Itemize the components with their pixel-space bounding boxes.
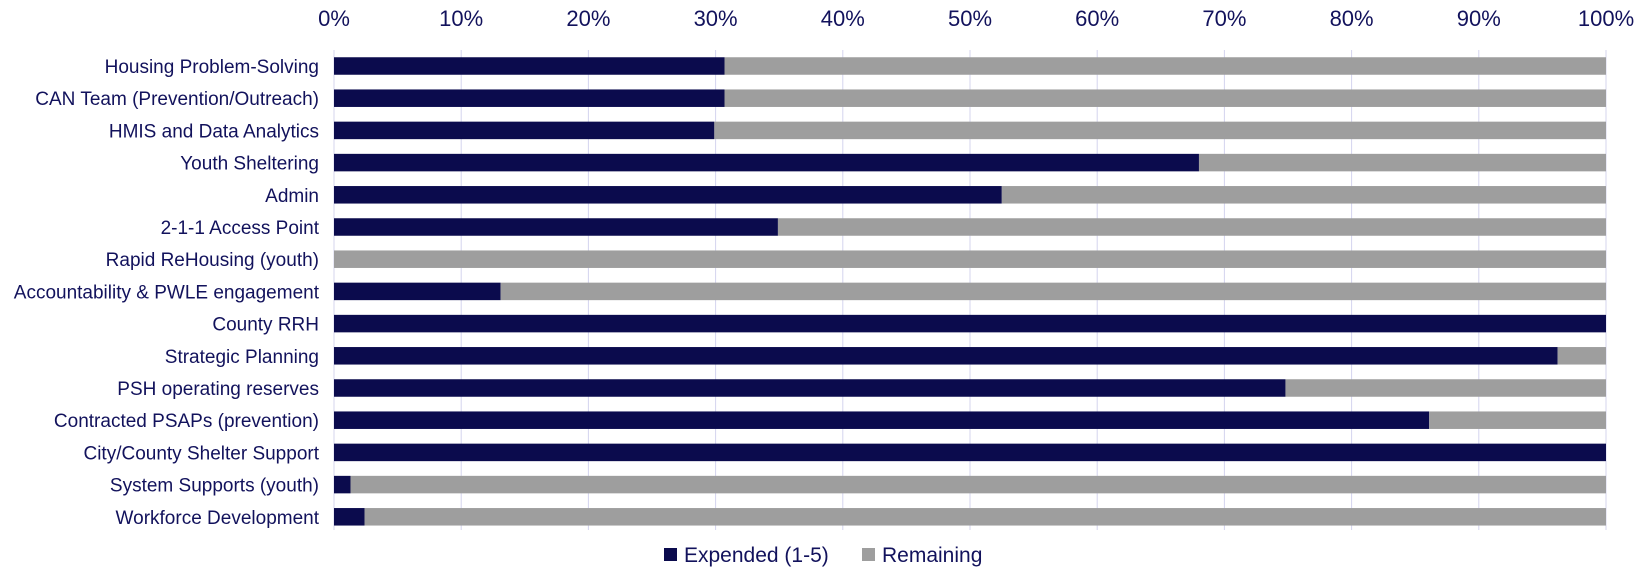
x-tick-label: 70% xyxy=(1202,6,1246,31)
x-tick-label: 30% xyxy=(694,6,738,31)
category-label: Accountability & PWLE engagement xyxy=(14,282,320,303)
category-label: HMIS and Data Analytics xyxy=(109,121,319,142)
category-labels: Housing Problem-Solving CAN Team (Prevent… xyxy=(14,57,320,529)
x-tick-label: 100% xyxy=(1578,6,1634,31)
legend-label: Remaining xyxy=(882,544,982,567)
category-label: City/County Shelter Support xyxy=(83,443,319,464)
x-tick-label: 60% xyxy=(1075,6,1119,31)
x-axis-ticks: 0% 10% 20% 30% 40% 50% 60% 70% 80% 90% 100% xyxy=(318,6,1634,31)
bar-expended xyxy=(334,57,725,75)
category-label: Contracted PSAPs (prevention) xyxy=(54,411,319,432)
bar-remaining xyxy=(724,89,1606,107)
category-label: PSH operating reserves xyxy=(117,379,319,400)
bar-expended xyxy=(334,443,1606,462)
x-tick-label: 50% xyxy=(948,6,992,31)
bar-expended xyxy=(334,89,725,107)
bar-remaining xyxy=(1429,411,1606,429)
bar-remaining xyxy=(364,508,1606,526)
bar-remaining xyxy=(1001,186,1606,204)
category-label: Admin xyxy=(265,186,319,207)
legend-swatch-remaining xyxy=(862,548,875,561)
bars xyxy=(334,57,1607,526)
bar-expended xyxy=(334,379,1286,397)
category-label: System Supports (youth) xyxy=(110,476,319,497)
bar-expended xyxy=(334,314,1606,333)
category-label: 2-1-1 Access Point xyxy=(161,218,320,239)
bar-expended xyxy=(334,153,1199,172)
bar-expended xyxy=(334,475,351,494)
bar-remaining xyxy=(724,57,1606,75)
bar-remaining xyxy=(334,250,1606,268)
bar-remaining xyxy=(350,475,1606,494)
legend-swatch-expended xyxy=(664,548,677,561)
bar-remaining xyxy=(500,282,1607,301)
bar-expended xyxy=(334,186,1002,204)
x-tick-label: 40% xyxy=(821,6,865,31)
category-label: Rapid ReHousing (youth) xyxy=(106,250,319,271)
category-label: CAN Team (Prevention/Outreach) xyxy=(35,89,319,110)
x-tick-label: 90% xyxy=(1457,6,1501,31)
bar-remaining xyxy=(1557,347,1606,365)
legend-label: Expended (1-5) xyxy=(684,544,829,567)
category-label: County RRH xyxy=(212,315,319,336)
x-tick-label: 0% xyxy=(318,6,350,31)
bar-expended xyxy=(334,121,715,140)
bar-remaining xyxy=(1198,153,1606,172)
category-label: Strategic Planning xyxy=(165,347,319,368)
x-tick-label: 10% xyxy=(439,6,483,31)
x-tick-label: 20% xyxy=(566,6,610,31)
x-tick-label: 80% xyxy=(1330,6,1374,31)
bar-expended xyxy=(334,411,1430,429)
category-label: Youth Sheltering xyxy=(180,154,319,175)
category-label: Workforce Development xyxy=(116,508,320,529)
bar-expended xyxy=(334,282,501,301)
category-label: Housing Problem-Solving xyxy=(105,57,319,78)
bar-remaining xyxy=(1285,379,1606,397)
bar-expended xyxy=(334,218,778,236)
legend: Expended (1-5) Remaining xyxy=(664,544,982,567)
bar-remaining xyxy=(777,218,1606,236)
bar-remaining xyxy=(714,121,1606,140)
bar-expended xyxy=(334,508,365,526)
bar-expended xyxy=(334,347,1558,365)
